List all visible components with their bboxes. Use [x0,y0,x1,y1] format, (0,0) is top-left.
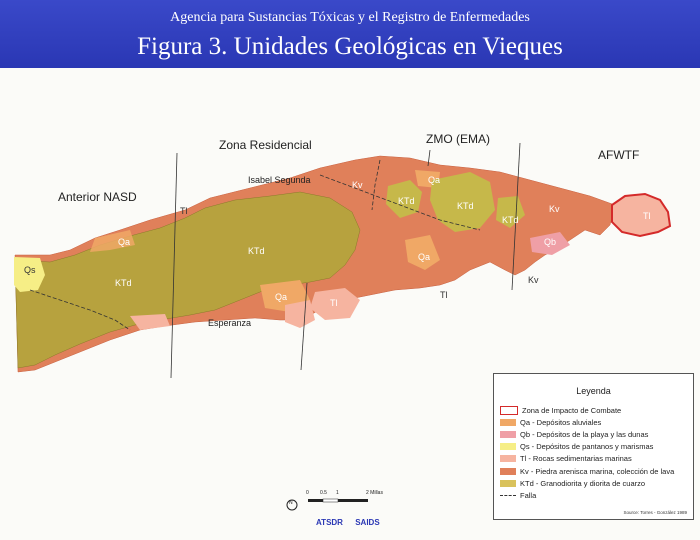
legend-item: Qs - Depósitos de pantanos y marismas [494,441,693,453]
combat-impact-zone [611,192,672,238]
qb-patch [530,232,570,255]
map-label-kv: Kv [549,204,560,214]
zone-boundary [300,282,308,371]
map-label-tl: Tl [180,206,188,216]
atsdr-logo: ATSDR [316,518,343,527]
saids-logo: SAIDS [355,518,380,527]
legend-swatch [500,494,516,496]
fault-line [29,289,131,331]
map-label-ktd: KTd [502,215,519,225]
zone-boundary [427,149,431,167]
legend-label: Falla [520,490,537,500]
north-label: N [289,500,293,506]
logos: ATSDR SAIDS [316,518,380,527]
legend-item: Falla [494,489,693,501]
map-label-ktd: KTd [248,246,265,256]
tl-patch [285,300,315,328]
map-label-qa: Qa [428,175,441,185]
zone-boundary [511,142,521,291]
legend-source: Source: Torres - González 1989 [623,510,687,515]
map-label-qs: Qs [24,265,36,275]
scale-bar-segment [338,499,368,502]
scale-tick: 0 [306,490,309,496]
map-label-tl: Tl [330,298,338,308]
region-label-zmo: ZMO (EMA) [426,132,490,146]
legend-item: Tl - Rocas sedimentarias marinas [494,453,693,465]
legend-label: Kv - Piedra arenisca marina, colección d… [520,466,675,476]
legend-swatch [500,405,518,415]
agency-name: Agencia para Sustancias Tóxicas y el Reg… [170,10,530,25]
map-legend: Leyenda Zona de Impacto de Combate Qa - … [493,373,694,520]
map-label-qa: Qa [118,237,131,247]
map-label-ktd: KTd [398,196,415,206]
scale-bar-segment [322,498,339,503]
legend-swatch [500,443,516,451]
map-label-tl: Tl [440,290,448,300]
scale-tick: 0.5 [320,490,327,496]
legend-label: Qb - Depósitos de la playa y las dunas [520,429,649,439]
place-label-esperanza: Esperanza [208,318,252,328]
scale-bar: N 0 0.5 1 2 Millas [286,490,386,514]
region-label-afwtf: AFWTF [598,148,640,162]
legend-item: Kv - Piedra arenisca marina, colección d… [494,465,693,477]
map-label-kv: Kv [528,275,539,285]
legend-title: Leyenda [576,386,611,396]
north-arrow-icon [286,499,298,511]
region-label-nasd: Anterior NASD [58,190,137,204]
legend-label: Qs - Depósitos de pantanos y marismas [520,442,654,452]
fault-line [319,174,481,231]
ktd-east-patch [386,180,422,218]
ktd-east-patch [430,172,495,232]
qa-patch [405,235,440,270]
qs-west-tip [14,257,45,292]
fault-line [371,159,381,211]
map-label-ktd: KTd [457,201,474,211]
tl-patch [130,314,170,330]
qa-patch [90,230,135,252]
map-label-qb: Qb [544,237,557,247]
tl-patch [310,288,360,320]
map-label-qa: Qa [275,292,288,302]
zone-boundary [170,152,178,379]
page-title: Figura 3. Unidades Geológicas en Vieques [137,33,563,60]
scale-bar-segment [308,499,323,502]
legend-swatch [500,467,516,475]
legend-swatch [500,430,516,438]
scale-graphic [286,498,368,511]
scale-tick: 1 [336,490,339,496]
legend-label: KTd - Granodiorita y diorita de cuarzo [520,478,646,488]
legend-item: Zona de Impacto de Combate [494,404,693,416]
header-banner: Agencia para Sustancias Tóxicas y el Reg… [0,0,700,68]
scale-tick: 2 Millas [366,490,383,496]
ktd-east-patch [496,196,525,228]
map-label-ktd: KTd [115,278,132,288]
legend-item: Qa - Depósitos aluviales [494,416,693,428]
legend-item: KTd - Granodiorita y diorita de cuarzo [494,477,693,489]
legend-swatch [500,479,516,487]
legend-swatch [500,418,516,426]
legend-label: Qa - Depósitos aluviales [520,417,602,427]
legend-item: Qb - Depósitos de la playa y las dunas [494,428,693,440]
map-label-tl: Tl [643,211,651,221]
legend-label: Tl - Rocas sedimentarias marinas [520,454,632,464]
legend-swatch [500,455,516,463]
map-label-qa: Qa [418,252,431,262]
map-label-kv: Kv [352,180,363,190]
region-label-residencial: Zona Residencial [219,138,312,152]
place-label-isabel: Isabel Segunda [248,175,311,185]
legend-label: Zona de Impacto de Combate [522,405,622,415]
island-ktd-west [14,191,361,369]
